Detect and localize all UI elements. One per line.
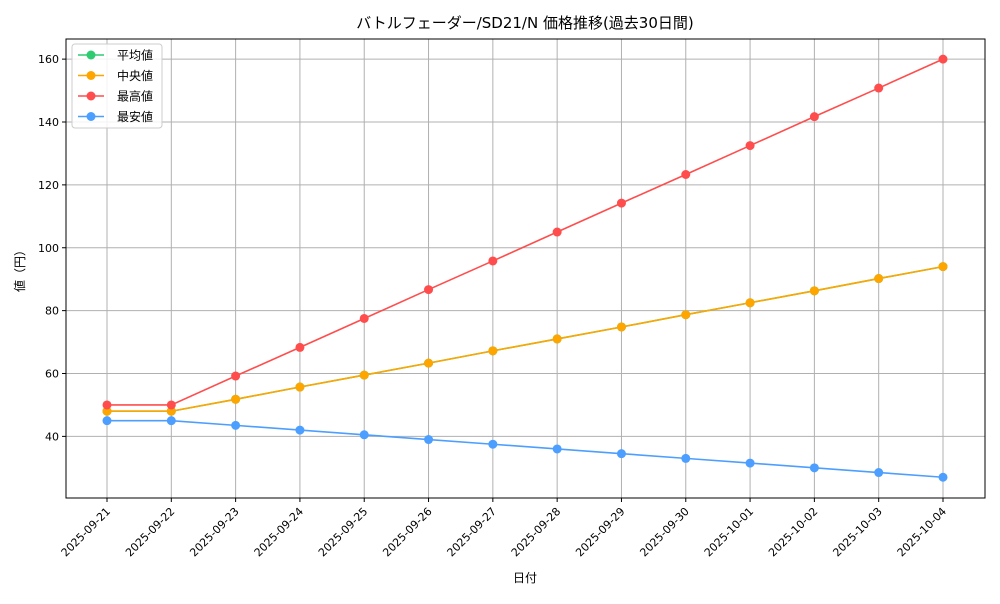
data-point: [809, 463, 819, 473]
data-point: [102, 400, 112, 410]
data-point: [102, 416, 112, 426]
series-line-1: [107, 265, 944, 413]
data-point: [359, 430, 369, 440]
y-tick-label: 80: [45, 305, 59, 318]
x-tick-label: 2025-10-04: [895, 505, 949, 559]
data-point: [616, 198, 626, 208]
data-point: [488, 346, 498, 356]
data-point: [231, 371, 241, 381]
data-point: [809, 286, 819, 296]
series-lines: [102, 54, 948, 482]
data-point: [231, 420, 241, 430]
y-tick-label: 160: [38, 53, 59, 66]
data-point: [359, 370, 369, 380]
x-axis-ticks: 2025-09-21 2025-09-22 2025-09-23 2025-09-24…: [59, 498, 949, 559]
data-point: [938, 54, 948, 64]
x-tick-label: 2025-09-28: [509, 505, 563, 559]
data-point: [424, 285, 434, 295]
legend-label: 中央値: [117, 68, 153, 83]
x-tick-label: 2025-09-27: [445, 505, 499, 559]
x-tick-label: 2025-09-24: [252, 505, 306, 559]
data-point: [166, 406, 176, 416]
data-point: [938, 472, 948, 482]
data-point: [166, 400, 176, 410]
data-point: [681, 453, 691, 463]
data-point: [102, 406, 112, 416]
legend-label: 最安値: [117, 109, 153, 124]
data-point: [809, 112, 819, 122]
data-point: [874, 83, 884, 93]
grid: [66, 39, 985, 498]
data-point: [295, 425, 305, 435]
data-point: [616, 449, 626, 459]
data-point: [424, 358, 434, 368]
y-axis-ticks: 40 60 80 100 120 140 160: [38, 53, 66, 443]
x-tick-label: 2025-09-23: [187, 505, 241, 559]
y-tick-label: 40: [45, 430, 59, 443]
plot-frame: [65, 38, 986, 499]
y-tick-label: 140: [38, 116, 59, 129]
data-point: [745, 458, 755, 468]
data-point: [231, 394, 241, 404]
x-tick-label: 2025-09-26: [380, 505, 434, 559]
x-tick-label: 2025-09-25: [316, 505, 370, 559]
y-tick-label: 120: [38, 179, 59, 192]
y-tick-label: 60: [45, 368, 59, 381]
x-tick-label: 2025-09-21: [59, 505, 113, 559]
y-axis-label: 値（円）: [12, 244, 27, 292]
data-point: [745, 141, 755, 151]
x-axis-label: 日付: [513, 571, 537, 585]
data-point: [874, 274, 884, 284]
x-tick-label: 2025-09-29: [573, 505, 627, 559]
legend-marker: [86, 112, 96, 121]
data-point: [745, 298, 755, 308]
data-point: [552, 227, 562, 237]
data-point: [166, 416, 176, 426]
data-point: [874, 468, 884, 478]
x-tick-label: 2025-09-30: [637, 505, 691, 559]
legend-marker: [86, 50, 96, 60]
data-point: [295, 342, 305, 352]
data-point: [681, 310, 691, 320]
x-tick-label: 2025-10-02: [766, 505, 820, 559]
chart-title: バトルフェーダー/SD21/N 価格推移(過去30日間): [356, 14, 694, 32]
series-line-3: [107, 419, 944, 479]
data-point: [359, 313, 369, 323]
data-point: [552, 444, 562, 454]
x-tick-label: 2025-09-22: [123, 505, 177, 559]
legend-label: 平均値: [117, 48, 153, 63]
legend-marker: [86, 71, 96, 80]
series-line-2: [107, 58, 944, 406]
data-point: [616, 322, 626, 332]
y-tick-label: 100: [38, 242, 59, 255]
data-point: [938, 262, 948, 272]
legend-marker: [86, 91, 96, 101]
x-tick-label: 2025-10-01: [702, 505, 756, 559]
legend-label: 最高値: [117, 89, 153, 104]
data-point: [681, 169, 691, 179]
x-tick-label: 2025-10-03: [830, 505, 884, 559]
data-point: [295, 382, 305, 392]
data-point: [552, 334, 562, 344]
data-point: [488, 256, 498, 266]
data-point: [424, 435, 434, 445]
data-point: [488, 439, 498, 449]
